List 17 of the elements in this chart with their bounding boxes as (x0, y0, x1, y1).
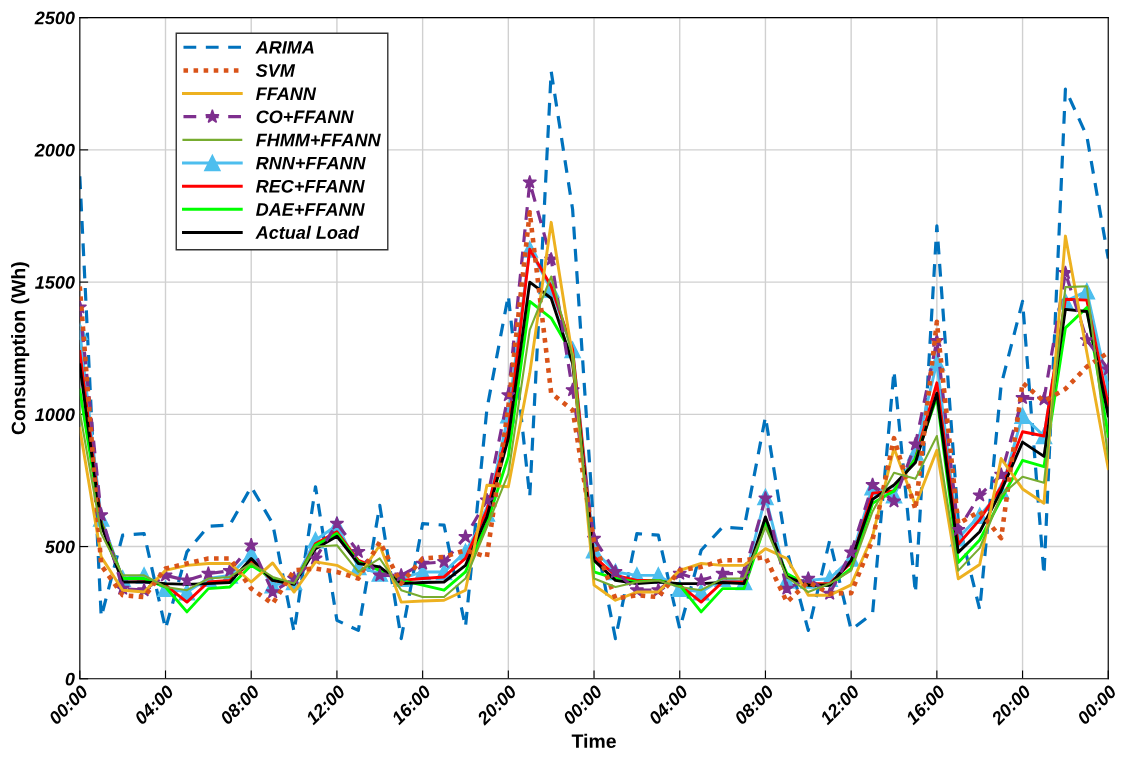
legend-label: RNN+FFANN (256, 156, 366, 170)
legend-label: CO+FFANN (256, 110, 354, 124)
y-tick-label: 0 (65, 672, 75, 686)
legend-label: DAE+FFANN (256, 203, 365, 216)
legend-label: FHMM+FFANN (256, 133, 381, 147)
legend-label: SVM (255, 64, 296, 77)
y-axis-title: Consumption (Wh) (11, 262, 30, 435)
y-tick-label: 2500 (34, 11, 75, 25)
legend-label: ARIMA (255, 41, 314, 54)
y-tick-label: 500 (45, 540, 75, 554)
y-tick-label: 1500 (35, 276, 75, 289)
legend-label: REC+FFANN (256, 179, 365, 193)
y-tick-label: 2000 (34, 143, 75, 157)
legend-label: FFANN (256, 87, 317, 100)
legend-label: Actual Load (255, 225, 360, 239)
x-axis-title: Time (571, 733, 616, 749)
y-tick-label: 1000 (35, 408, 75, 422)
